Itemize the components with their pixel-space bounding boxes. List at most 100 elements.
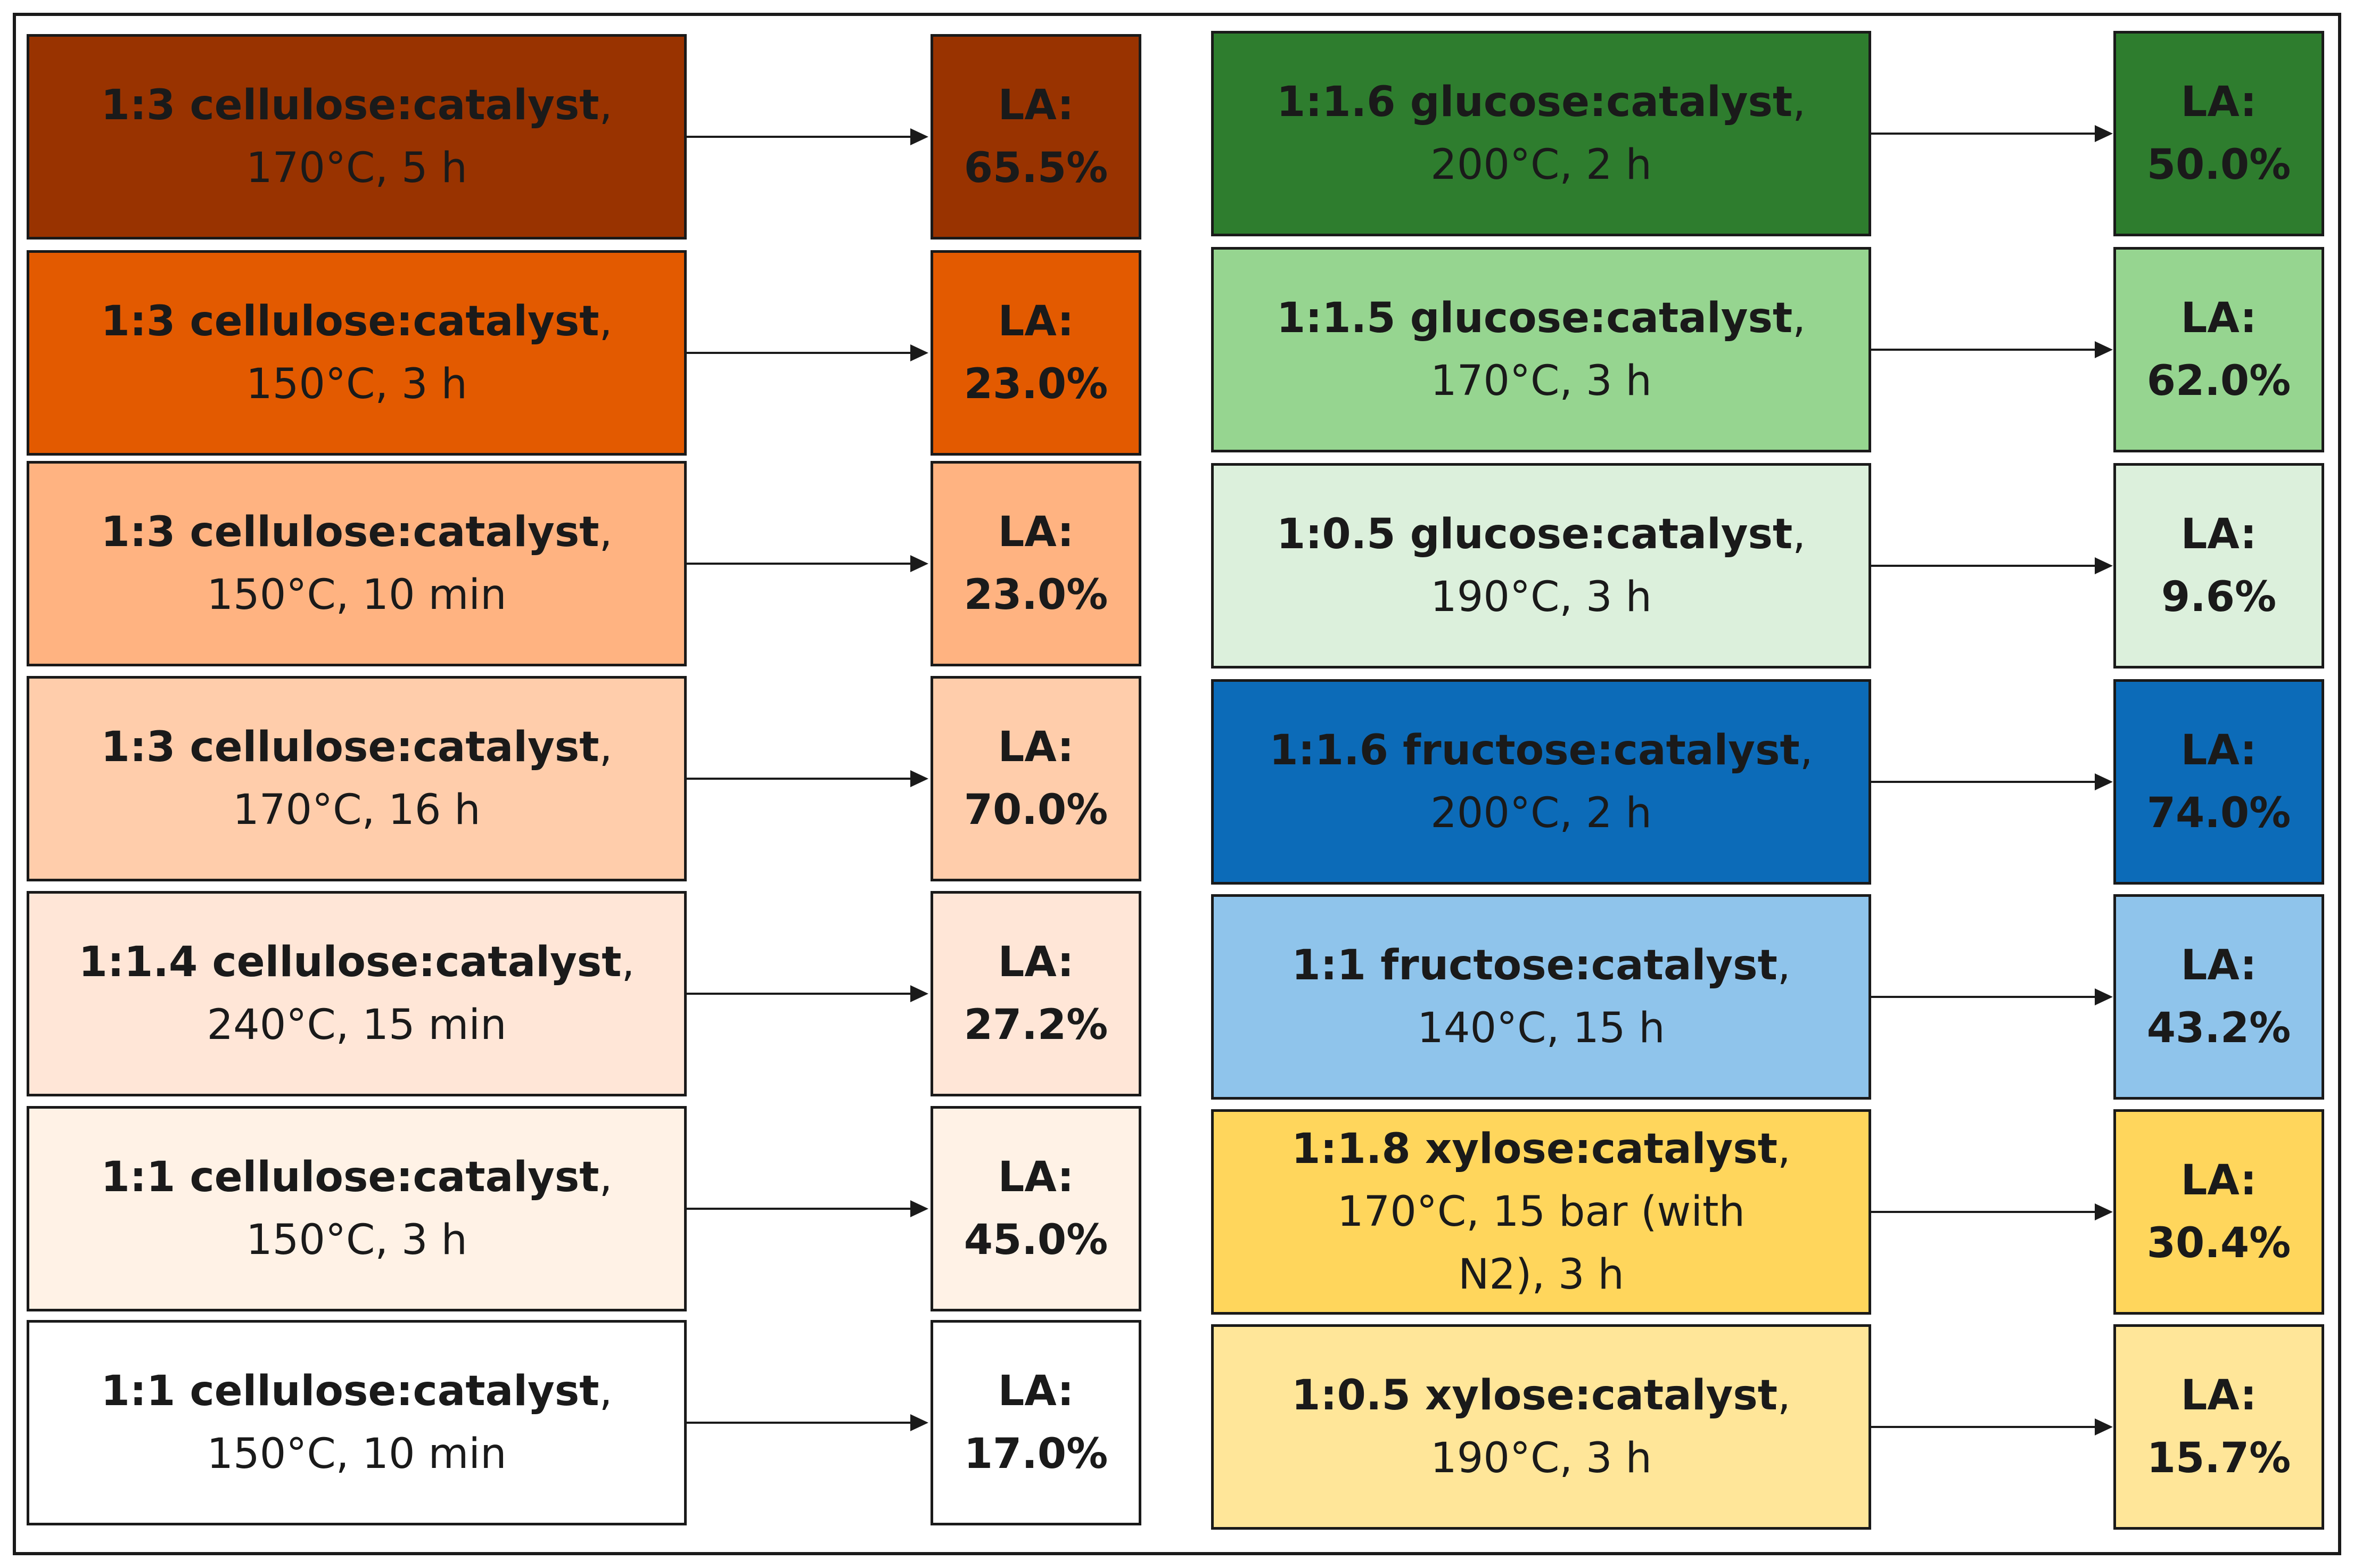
ratio-comma: , xyxy=(599,81,613,129)
yield-label: LA: xyxy=(2180,942,2257,989)
arrow-head xyxy=(2095,1203,2113,1220)
condition-label: 190°C, 3 h xyxy=(1430,1434,1652,1482)
ratio-label: 1:0.5 xylose:catalyst, xyxy=(1291,1364,1791,1427)
arrow-shaft xyxy=(1871,1211,2095,1213)
arrow-shaft xyxy=(687,1208,910,1210)
condition-box: 1:0.5 xylose:catalyst, 190°C, 3 h xyxy=(1211,1324,1871,1530)
condition-row: 1:1.4 cellulose:catalyst, 240°C, 15 min … xyxy=(0,891,2354,1096)
arrow-head xyxy=(2095,341,2113,358)
condition-box: 1:1 cellulose:catalyst, 150°C, 10 min xyxy=(27,1320,687,1525)
condition-row: 1:1.6 glucose:catalyst, 200°C, 2 h LA: 5… xyxy=(0,31,2354,236)
yield-box: LA: 50.0% xyxy=(2113,31,2324,236)
ratio-label: 1:1 cellulose:catalyst, xyxy=(101,1146,613,1209)
condition-row: 1:1.5 glucose:catalyst, 170°C, 3 h LA: 6… xyxy=(0,247,2354,452)
condition-label: 200°C, 2 h xyxy=(1430,789,1652,837)
ratio-comma: , xyxy=(1777,942,1791,989)
yield-value: 17.0% xyxy=(964,1430,1108,1478)
yield-box: LA: 74.0% xyxy=(2113,679,2324,885)
arrow-shaft xyxy=(1871,565,2095,567)
arrow-head xyxy=(910,770,928,787)
condition-label: 240°C, 15 min xyxy=(207,1001,507,1049)
ratio-text: 1:1.4 cellulose:catalyst xyxy=(78,938,622,986)
yield-value: 23.0% xyxy=(964,360,1108,408)
ratio-text: 1:3 cellulose:catalyst xyxy=(101,81,599,129)
arrow-shaft xyxy=(1871,1426,2095,1428)
ratio-text: 1:0.5 xylose:catalyst xyxy=(1291,1372,1778,1420)
yield-box: LA: 23.0% xyxy=(931,250,1141,456)
ratio-label: 1:3 cellulose:catalyst, xyxy=(101,74,613,137)
ratio-comma: , xyxy=(599,298,613,345)
yield-label: LA: xyxy=(2180,294,2257,342)
yield-box: LA: 17.0% xyxy=(931,1320,1141,1525)
arrow-shaft xyxy=(687,778,910,780)
yield-label: LA: xyxy=(2180,1157,2257,1204)
condition-row: 1:3 cellulose:catalyst, 150°C, 3 h LA: 2… xyxy=(0,250,2354,456)
arrow-shaft xyxy=(687,993,910,995)
yield-box: LA: 62.0% xyxy=(2113,247,2324,452)
yield-value: 43.2% xyxy=(2146,1004,2291,1052)
yield-value: 15.7% xyxy=(2146,1434,2291,1482)
ratio-label: 1:1 cellulose:catalyst, xyxy=(101,1360,613,1423)
ratio-text: 1:3 cellulose:catalyst xyxy=(101,723,599,771)
yield-value: 9.6% xyxy=(2161,573,2277,621)
ratio-label: 1:0.5 glucose:catalyst, xyxy=(1277,503,1806,566)
condition-box: 1:3 cellulose:catalyst, 150°C, 3 h xyxy=(27,250,687,456)
condition-box: 1:0.5 glucose:catalyst, 190°C, 3 h xyxy=(1211,463,1871,669)
condition-row: 1:0.5 glucose:catalyst, 190°C, 3 h LA: 9… xyxy=(0,463,2354,669)
arrow-head xyxy=(910,555,928,572)
ratio-text: 1:1.5 glucose:catalyst xyxy=(1276,294,1793,342)
ratio-label: 1:1.6 fructose:catalyst, xyxy=(1269,719,1813,782)
condition-row: 1:3 cellulose:catalyst, 170°C, 5 h LA: 6… xyxy=(0,34,2354,240)
ratio-comma: , xyxy=(599,1153,613,1201)
yield-value: 74.0% xyxy=(2146,789,2291,837)
ratio-text: 1:3 cellulose:catalyst xyxy=(101,508,599,556)
condition-box: 1:1.6 fructose:catalyst, 200°C, 2 h xyxy=(1211,679,1871,885)
condition-box: 1:3 cellulose:catalyst, 170°C, 5 h xyxy=(27,34,687,240)
arrow-shaft xyxy=(687,1422,910,1424)
ratio-label: 1:1.6 glucose:catalyst, xyxy=(1277,71,1806,134)
yield-value: 70.0% xyxy=(964,786,1108,834)
ratio-text: 1:1.8 xylose:catalyst xyxy=(1291,1125,1778,1173)
condition-box: 1:1.5 glucose:catalyst, 170°C, 3 h xyxy=(1211,247,1871,452)
arrow-head xyxy=(910,985,928,1002)
ratio-text: 1:1 cellulose:catalyst xyxy=(101,1153,599,1201)
arrow-head xyxy=(910,344,928,361)
condition-label: 170°C, 16 h xyxy=(233,786,481,834)
ratio-comma: , xyxy=(599,1367,613,1415)
arrow-shaft xyxy=(1871,996,2095,998)
yield-box: LA: 45.0% xyxy=(931,1106,1141,1311)
ratio-label: 1:3 cellulose:catalyst, xyxy=(101,501,613,564)
yield-label: LA: xyxy=(2180,727,2257,774)
arrow-shaft xyxy=(1871,349,2095,351)
yield-label: LA: xyxy=(998,1367,1074,1415)
condition-label: 190°C, 3 h xyxy=(1430,573,1652,621)
ratio-text: 1:0.5 glucose:catalyst xyxy=(1276,510,1793,558)
condition-label: 170°C, 3 h xyxy=(1430,357,1652,405)
ratio-label: 1:1.5 glucose:catalyst, xyxy=(1277,287,1806,350)
condition-row: 1:1.6 fructose:catalyst, 200°C, 2 h LA: … xyxy=(0,679,2354,885)
condition-box: 1:3 cellulose:catalyst, 170°C, 16 h xyxy=(27,676,687,881)
ratio-text: 1:1 fructose:catalyst xyxy=(1291,942,1777,989)
yield-value: 65.5% xyxy=(964,144,1108,192)
arrow-head xyxy=(2095,1418,2113,1435)
condition-row: 1:0.5 xylose:catalyst, 190°C, 3 h LA: 15… xyxy=(0,1324,2354,1530)
condition-label: 140°C, 15 h xyxy=(1417,1004,1665,1052)
yield-label: LA: xyxy=(2180,510,2257,558)
condition-label: 200°C, 2 h xyxy=(1430,141,1652,189)
condition-row: 1:1.8 xylose:catalyst, 170°C, 15 bar (wi… xyxy=(0,1109,2354,1315)
condition-box: 1:1.4 cellulose:catalyst, 240°C, 15 min xyxy=(27,891,687,1096)
yield-box: LA: 65.5% xyxy=(931,34,1141,240)
condition-box: 1:1.8 xylose:catalyst, 170°C, 15 bar (wi… xyxy=(1211,1109,1871,1315)
yield-value: 27.2% xyxy=(964,1001,1108,1049)
condition-box: 1:1 cellulose:catalyst, 150°C, 3 h xyxy=(27,1106,687,1311)
ratio-comma: , xyxy=(1777,1125,1791,1173)
arrow-shaft xyxy=(1871,133,2095,135)
ratio-text: 1:1 cellulose:catalyst xyxy=(101,1367,599,1415)
ratio-comma: , xyxy=(1792,294,1806,342)
condition-row: 1:3 cellulose:catalyst, 170°C, 16 h LA: … xyxy=(0,676,2354,881)
yield-box: LA: 30.4% xyxy=(2113,1109,2324,1315)
ratio-text: 1:1.6 glucose:catalyst xyxy=(1276,78,1793,126)
ratio-comma: , xyxy=(1792,510,1806,558)
condition-label: 170°C, 5 h xyxy=(246,144,467,192)
condition-box: 1:1.6 glucose:catalyst, 200°C, 2 h xyxy=(1211,31,1871,236)
